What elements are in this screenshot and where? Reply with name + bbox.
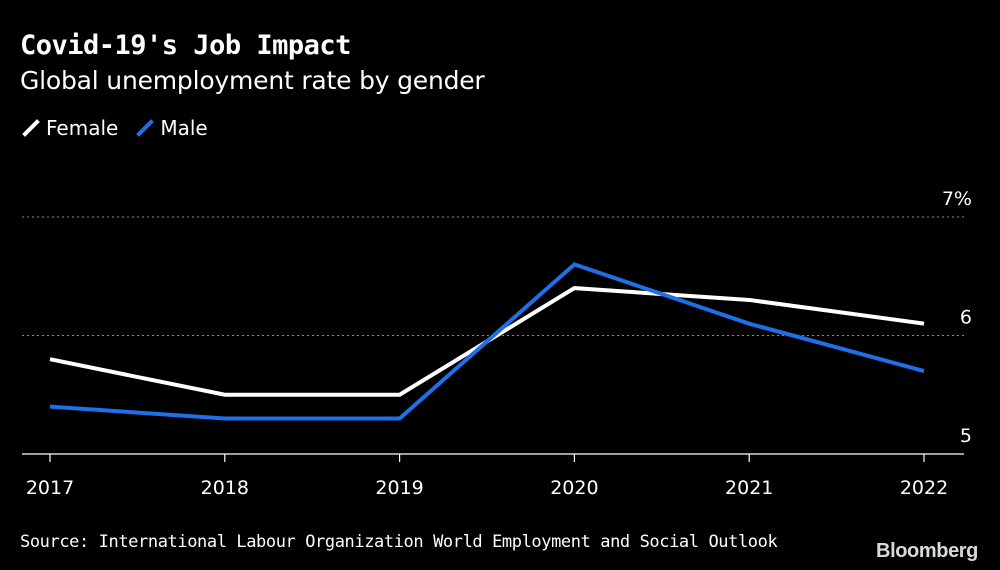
legend-item-male: Male: [136, 116, 208, 140]
source-note: Source: International Labour Organizatio…: [20, 532, 778, 552]
x-tick-label: 2021: [725, 477, 773, 499]
bloomberg-logo: Bloomberg: [876, 540, 978, 562]
y-tick-label: 6: [960, 307, 972, 329]
x-tick-label: 2022: [900, 477, 948, 499]
x-tick-label: 2020: [550, 477, 598, 499]
chart-title: Covid-19's Job Impact: [20, 30, 351, 61]
legend-label-female: Female: [46, 116, 119, 140]
slash-line-icon: [136, 119, 155, 137]
x-tick-label: 2017: [26, 477, 74, 499]
legend-label-male: Male: [160, 116, 208, 140]
legend: Female Male: [22, 116, 226, 140]
y-tick-label: 7%: [942, 188, 972, 210]
slash-line-icon: [22, 119, 40, 137]
legend-item-female: Female: [22, 116, 118, 140]
chart-subtitle: Global unemployment rate by gender: [20, 66, 485, 95]
x-tick-label: 2018: [201, 477, 249, 499]
y-tick-label: 5: [960, 425, 972, 447]
x-tick-label: 2019: [375, 477, 423, 499]
series-line-male: [49, 262, 925, 421]
